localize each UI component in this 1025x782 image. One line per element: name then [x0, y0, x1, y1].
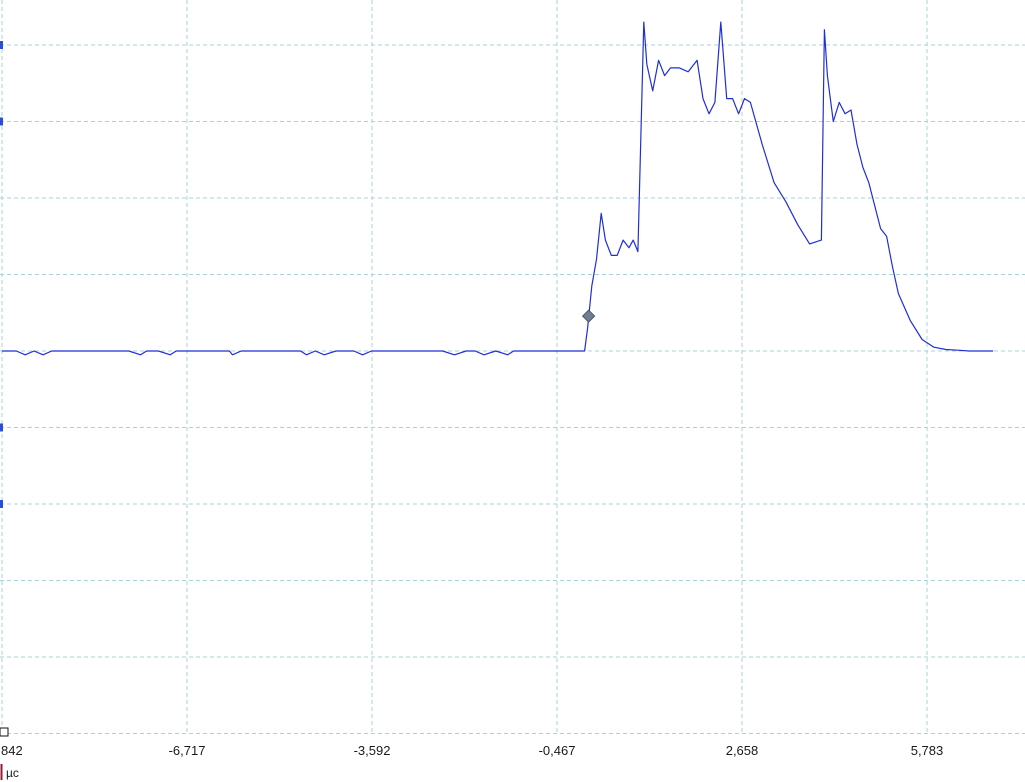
x-axis-labels: 842 -6,717 -3,592 -0,467 2,658 5,783 — [1, 743, 943, 758]
x-tick-label: 842 — [1, 743, 23, 758]
trigger-marker-icon[interactable] — [581, 309, 596, 323]
x-tick-label: -0,467 — [539, 743, 576, 758]
edge-marker — [0, 500, 3, 508]
left-edge-markers — [0, 41, 3, 508]
trigger-marker-layer[interactable] — [581, 309, 596, 323]
edge-marker — [0, 117, 3, 126]
x-tick-label: 5,783 — [911, 743, 944, 758]
x-tick-label: -3,592 — [354, 743, 391, 758]
edge-marker — [0, 41, 3, 49]
x-tick-label: 2,658 — [726, 743, 759, 758]
corner-handle-icon[interactable] — [0, 727, 9, 737]
x-tick-label: -6,717 — [169, 743, 206, 758]
edge-marker — [0, 423, 3, 432]
x-unit-label: µc — [6, 766, 19, 780]
signal-trace — [2, 21, 994, 356]
grid — [0, 0, 1025, 734]
